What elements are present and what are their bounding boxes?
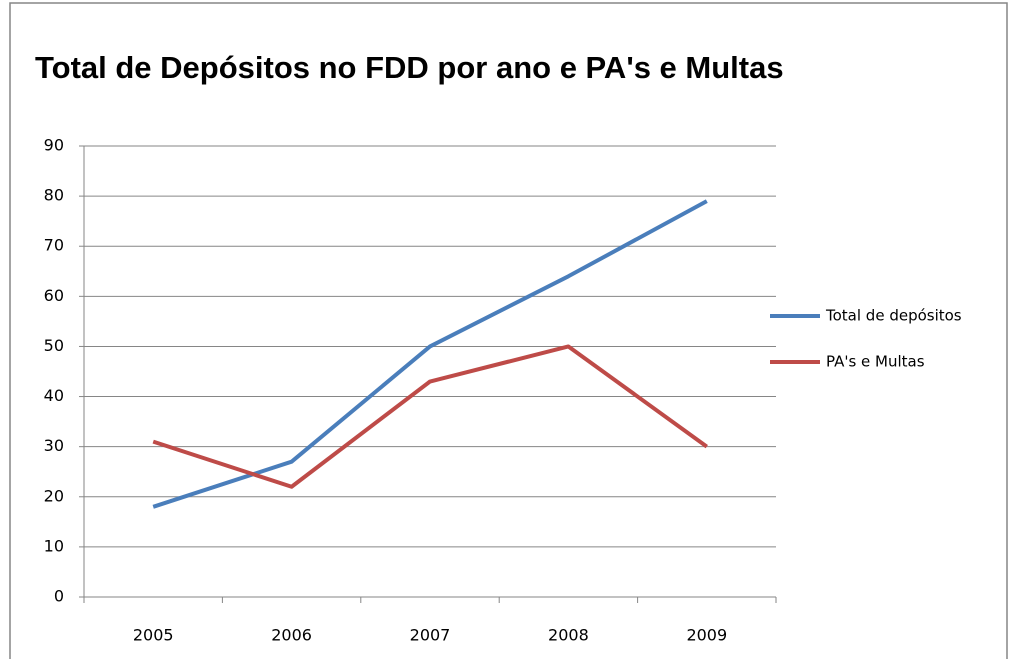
- series-line: [152, 199, 708, 509]
- legend-label: Total de depósitos: [825, 307, 962, 325]
- x-tick-label: 2006: [271, 626, 312, 645]
- chart-frame: [9, 2, 1008, 659]
- y-tick-label: 90: [44, 136, 64, 155]
- chart-title: Total de Depósitos no FDD por ano e PA's…: [35, 50, 784, 85]
- y-tick-label: 80: [44, 186, 64, 205]
- y-tick-label: 30: [44, 436, 64, 455]
- y-tick-label: 50: [44, 336, 64, 355]
- x-tick-label: 2005: [133, 626, 174, 645]
- x-tick-label: 2007: [410, 626, 451, 645]
- y-tick-label: 70: [44, 236, 64, 255]
- y-tick-label: 20: [44, 486, 64, 505]
- y-tick-label: 0: [54, 587, 64, 606]
- x-tick-label: 2008: [548, 626, 589, 645]
- legend-label: PA's e Multas: [826, 353, 925, 371]
- x-tick-label: 2009: [686, 626, 727, 645]
- y-tick-label: 10: [44, 536, 64, 555]
- y-tick-label: 60: [44, 286, 64, 305]
- y-tick-label: 40: [44, 386, 64, 405]
- series-line: [152, 344, 708, 489]
